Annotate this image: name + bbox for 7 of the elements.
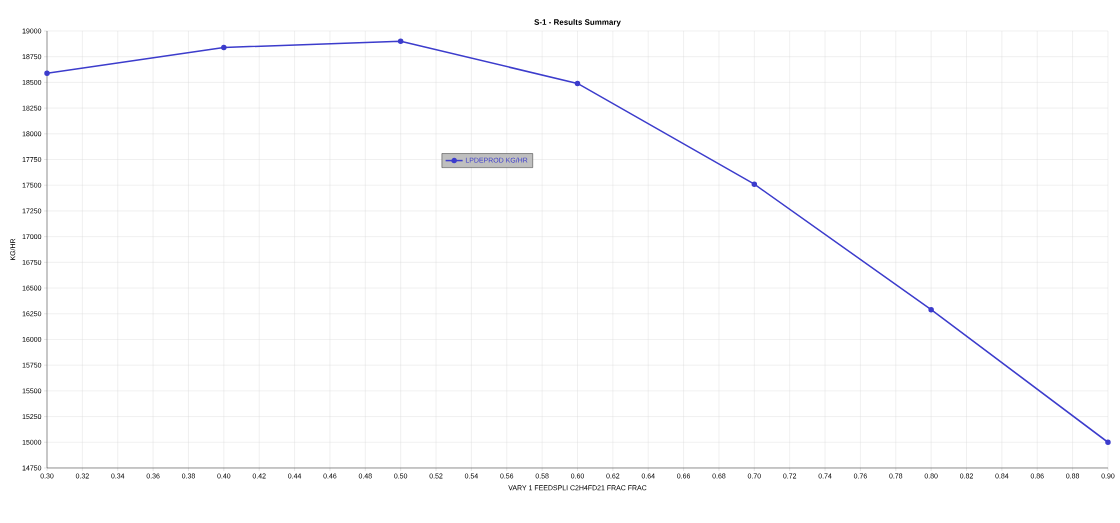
point bbox=[221, 44, 227, 51]
point bbox=[44, 70, 50, 76]
point bbox=[397, 38, 404, 45]
point bbox=[751, 181, 758, 187]
point bbox=[574, 80, 581, 87]
point bbox=[928, 306, 934, 313]
point bbox=[1105, 439, 1111, 446]
